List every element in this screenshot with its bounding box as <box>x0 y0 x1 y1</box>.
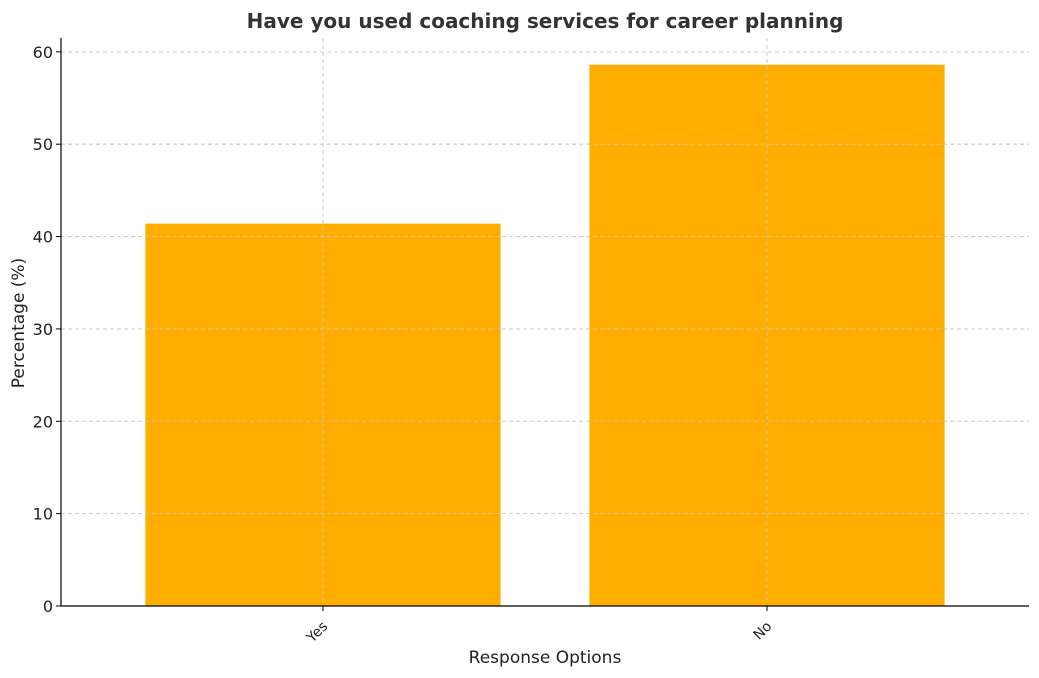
x-tick-label: Yes <box>303 619 331 647</box>
y-tick-label: 0 <box>43 597 53 616</box>
y-tick-label: 10 <box>33 505 53 524</box>
bars <box>61 38 1029 607</box>
y-tick-label: 30 <box>33 320 53 339</box>
y-axis-label: Percentage (%) <box>9 258 29 388</box>
y-tick-label: 50 <box>33 135 53 154</box>
y-tick-label: 20 <box>33 412 53 431</box>
chart-title: Have you used coaching services for care… <box>247 9 844 33</box>
y-tick-label: 40 <box>33 228 53 247</box>
x-axis-label: Response Options <box>469 648 622 668</box>
x-tick-label: No <box>750 619 775 644</box>
y-tick-label: 60 <box>33 43 53 62</box>
bar-yes <box>145 223 501 606</box>
